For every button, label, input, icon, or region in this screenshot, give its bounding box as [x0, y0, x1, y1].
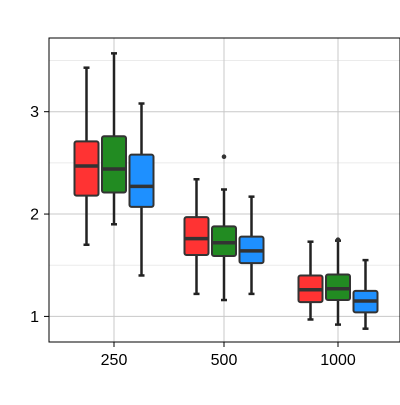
outlier-point	[221, 154, 227, 160]
box-plot-group	[352, 258, 379, 330]
box-plot-group	[325, 237, 351, 326]
x-tick-label: 1000	[320, 352, 356, 369]
iqr-box	[183, 216, 210, 256]
box-series	[73, 52, 379, 330]
x-axis: 250 500 1000	[101, 342, 356, 369]
box-plot-group	[128, 102, 155, 277]
outlier-point	[335, 237, 341, 242]
box-plot-group	[101, 52, 127, 226]
box-plot-group	[211, 154, 237, 302]
y-tick-label: 3	[30, 104, 39, 121]
iqr-box	[101, 135, 127, 194]
box-plot-group	[238, 195, 265, 296]
iqr-box	[128, 153, 155, 208]
y-tick-label: 1	[30, 309, 39, 326]
box-plot-group	[73, 66, 100, 247]
box-plot-group	[297, 240, 324, 321]
iqr-box	[73, 140, 100, 197]
y-tick-label: 2	[30, 207, 39, 224]
box-plot-group	[183, 178, 210, 296]
x-tick-label: 500	[211, 352, 238, 369]
y-axis: 1 2 3	[30, 104, 49, 326]
x-tick-label: 250	[101, 352, 128, 369]
